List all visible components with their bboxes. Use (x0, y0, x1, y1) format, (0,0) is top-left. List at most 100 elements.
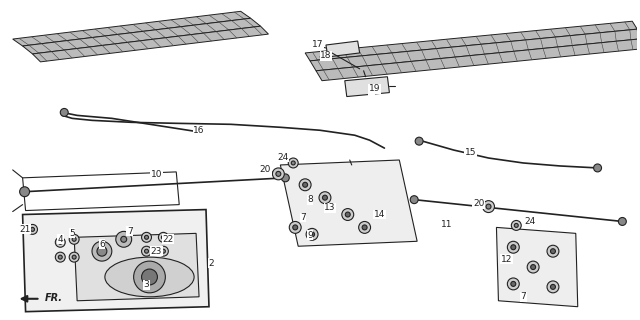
Polygon shape (497, 228, 578, 307)
Circle shape (292, 225, 298, 230)
Circle shape (28, 224, 38, 234)
Text: 23: 23 (151, 247, 162, 256)
Text: 3: 3 (143, 280, 149, 289)
Polygon shape (22, 18, 260, 54)
Circle shape (55, 237, 65, 247)
Circle shape (550, 284, 556, 289)
Circle shape (306, 228, 318, 240)
Circle shape (58, 240, 62, 244)
Circle shape (362, 225, 367, 230)
Circle shape (550, 249, 556, 254)
Circle shape (486, 204, 491, 209)
Circle shape (121, 236, 127, 242)
Text: 16: 16 (193, 126, 205, 135)
Text: 7: 7 (520, 292, 526, 301)
Circle shape (276, 172, 281, 176)
Circle shape (547, 281, 559, 293)
Polygon shape (326, 41, 360, 57)
Circle shape (288, 158, 298, 168)
Polygon shape (345, 77, 389, 97)
Text: 12: 12 (500, 255, 512, 264)
Circle shape (291, 161, 295, 165)
Circle shape (410, 196, 418, 204)
Text: 5: 5 (69, 229, 75, 238)
Circle shape (483, 201, 495, 212)
Polygon shape (33, 26, 268, 62)
Circle shape (58, 255, 62, 259)
Ellipse shape (105, 257, 194, 297)
Circle shape (547, 245, 559, 257)
Circle shape (303, 182, 308, 187)
Circle shape (511, 245, 516, 250)
Text: 22: 22 (163, 235, 174, 244)
Circle shape (161, 249, 165, 253)
Text: 14: 14 (374, 210, 385, 219)
Circle shape (511, 220, 521, 230)
Text: 20: 20 (260, 165, 271, 174)
Circle shape (282, 174, 289, 182)
Polygon shape (305, 21, 637, 61)
Circle shape (618, 218, 627, 225)
Text: 15: 15 (465, 148, 476, 156)
Circle shape (508, 241, 519, 253)
Polygon shape (13, 11, 251, 46)
Circle shape (116, 231, 132, 247)
Circle shape (299, 179, 311, 191)
Circle shape (289, 221, 301, 233)
Circle shape (159, 246, 168, 256)
Circle shape (594, 164, 602, 172)
Text: 24: 24 (278, 153, 289, 162)
Circle shape (527, 261, 539, 273)
Circle shape (358, 221, 371, 233)
Circle shape (345, 212, 350, 217)
Circle shape (310, 232, 314, 237)
Circle shape (92, 241, 112, 261)
Polygon shape (22, 210, 209, 312)
Text: 19: 19 (369, 84, 380, 93)
Circle shape (72, 237, 76, 241)
Text: 9: 9 (307, 231, 313, 240)
Text: 21: 21 (19, 225, 30, 234)
Circle shape (97, 246, 107, 256)
Text: 6: 6 (99, 240, 105, 249)
Text: FR.: FR. (44, 293, 63, 303)
Circle shape (508, 278, 519, 290)
Circle shape (273, 168, 284, 180)
Polygon shape (310, 29, 638, 71)
Text: 7: 7 (127, 227, 132, 236)
Polygon shape (74, 233, 199, 301)
Circle shape (141, 246, 152, 256)
Circle shape (69, 234, 79, 244)
Text: 17: 17 (312, 39, 324, 49)
Circle shape (141, 232, 152, 242)
Circle shape (145, 249, 148, 253)
Text: 10: 10 (150, 170, 162, 180)
Circle shape (55, 252, 65, 262)
Text: 18: 18 (320, 52, 332, 60)
Circle shape (72, 255, 76, 259)
Circle shape (342, 209, 354, 220)
Circle shape (141, 269, 157, 285)
Circle shape (531, 265, 536, 269)
Polygon shape (280, 160, 417, 246)
Circle shape (159, 232, 168, 242)
Circle shape (415, 137, 423, 145)
Text: 24: 24 (525, 217, 536, 226)
Circle shape (319, 192, 331, 204)
Text: 20: 20 (473, 199, 484, 208)
Circle shape (145, 235, 148, 239)
Circle shape (69, 252, 79, 262)
Text: 13: 13 (324, 203, 335, 212)
Circle shape (60, 108, 68, 116)
Circle shape (31, 228, 35, 231)
Circle shape (161, 235, 165, 239)
Text: 2: 2 (208, 259, 214, 268)
Text: 11: 11 (441, 220, 452, 229)
Circle shape (515, 223, 518, 228)
Polygon shape (316, 39, 640, 81)
Circle shape (134, 261, 165, 293)
Text: 8: 8 (307, 195, 313, 204)
Text: 1: 1 (369, 86, 374, 95)
Text: 7: 7 (300, 213, 306, 222)
Circle shape (323, 195, 328, 200)
